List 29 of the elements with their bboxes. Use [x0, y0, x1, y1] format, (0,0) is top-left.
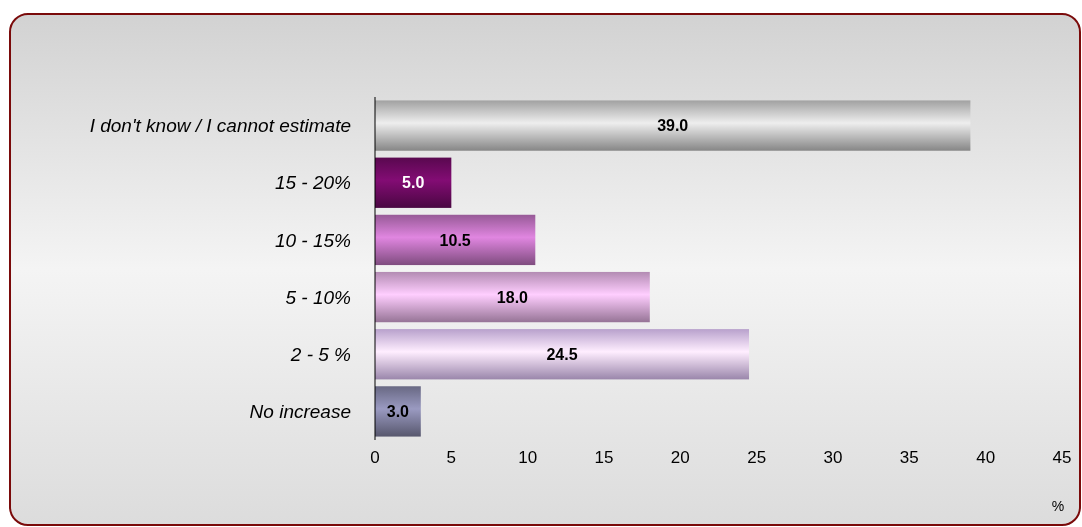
y-tick-label: No increase — [249, 401, 351, 423]
data-label: 24.5 — [546, 345, 578, 363]
bar — [375, 214, 536, 266]
data-label: 18.0 — [496, 288, 529, 306]
x-tick-label: 10 — [518, 448, 538, 467]
x-tick-label: 20 — [670, 448, 690, 467]
y-tick-label: 10 - 15% — [274, 229, 352, 251]
data-label: 3.0 — [386, 403, 410, 421]
bar — [375, 329, 750, 380]
x-tick-label: 35 — [899, 448, 919, 467]
data-label: 10.5 — [439, 231, 471, 249]
data-label: 39.0 — [657, 117, 689, 135]
x-tick-label: 15 — [594, 448, 614, 467]
y-tick-label: 5 - 10% — [285, 286, 352, 308]
x-tick-label: 5 — [446, 448, 457, 467]
x-tick-label: 40 — [976, 448, 996, 467]
y-tick-label: 2 - 5 % — [289, 343, 352, 365]
x-tick-label: 0 — [370, 448, 380, 467]
x-tick-label: 30 — [823, 448, 843, 467]
x-tick-label: 45 — [1052, 448, 1072, 467]
bar — [375, 157, 452, 208]
y-tick-label: 15 - 20% — [274, 172, 352, 194]
bar — [375, 386, 421, 437]
data-label: 5.0 — [402, 174, 425, 192]
y-tick-label: I don't know / I cannot estimate — [89, 115, 351, 137]
bar — [375, 271, 650, 323]
x-tick-label: 25 — [747, 448, 767, 467]
x-axis-title: % — [1051, 498, 1065, 514]
bar — [375, 100, 971, 151]
